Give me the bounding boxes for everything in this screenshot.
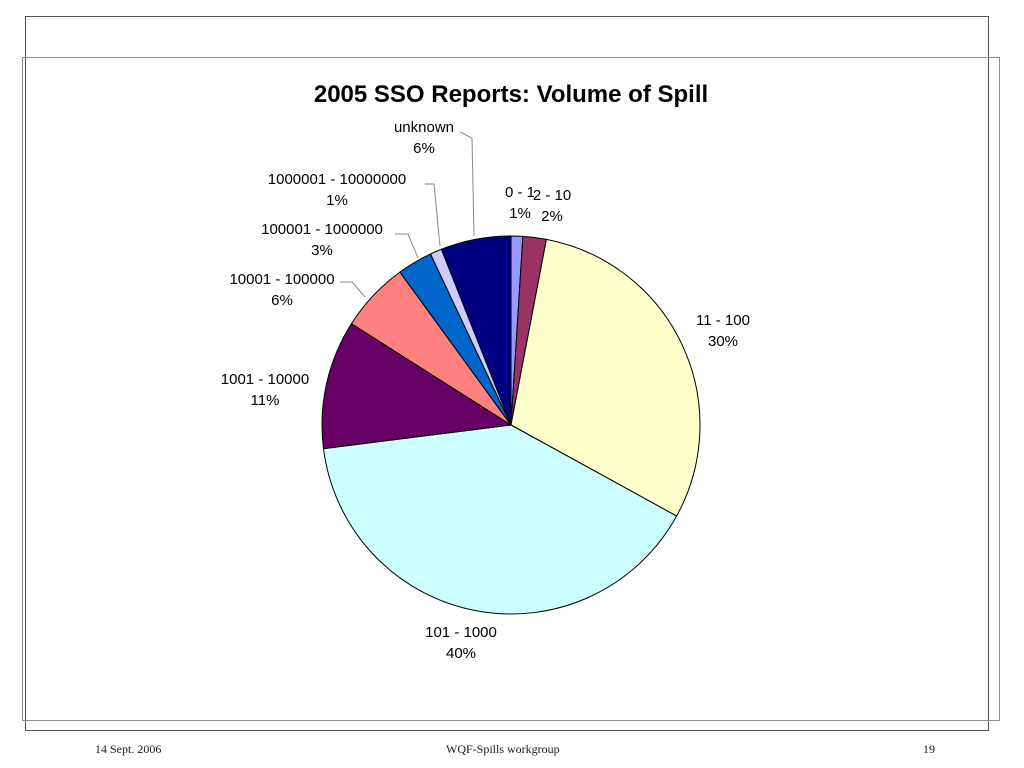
footer-date: 14 Sept. 2006 xyxy=(95,742,162,756)
slice-category-label: 100001 - 1000000 xyxy=(261,221,383,238)
slice-label: 11 - 100 30% xyxy=(696,312,750,350)
slide-frame xyxy=(25,16,989,731)
slice-label: 1001 - 10000 11% xyxy=(221,371,309,409)
slice-category-label: unknown xyxy=(394,119,454,136)
slice-label: 0 - 1 1% xyxy=(505,184,535,222)
slice-percent-label: 2% xyxy=(541,208,563,225)
pie-slice xyxy=(322,424,678,615)
slice-category-label: 1001 - 10000 xyxy=(221,371,309,388)
slice-category-label: 101 - 1000 xyxy=(425,624,497,641)
slice-label: 10001 - 100000 6% xyxy=(229,271,334,309)
chart-area-frame xyxy=(22,57,1000,721)
chart-title: 2005 SSO Reports: Volume of Spill xyxy=(314,81,708,108)
slice-percent-label: 40% xyxy=(446,645,476,662)
slice-category-label: 1000001 - 10000000 xyxy=(268,171,406,188)
slice-label: unknown 6% xyxy=(394,119,454,157)
pie-slice xyxy=(321,323,513,450)
footer-page-number: 19 xyxy=(923,742,935,756)
slice-percent-label: 1% xyxy=(509,205,531,222)
slice-percent-label: 6% xyxy=(413,140,435,157)
slice-percent-label: 3% xyxy=(311,242,333,259)
slice-label: 2 - 10 2% xyxy=(533,187,571,225)
leader-line xyxy=(459,131,475,237)
slice-percent-label: 30% xyxy=(708,333,738,350)
slice-percent-label: 6% xyxy=(271,292,293,309)
leader-line xyxy=(340,281,366,298)
pie-slice xyxy=(440,235,512,426)
slice-label: 1000001 - 10000000 1% xyxy=(268,171,406,209)
leader-line xyxy=(395,233,419,259)
slice-percent-label: 11% xyxy=(251,392,280,409)
slice-label: 101 - 1000 40% xyxy=(425,624,497,662)
slice-category-label: 0 - 1 xyxy=(505,184,535,201)
slice-label: 100001 - 1000000 3% xyxy=(261,221,383,259)
slice-category-label: 11 - 100 xyxy=(696,312,750,329)
slice-category-label: 2 - 10 xyxy=(533,187,571,204)
footer-title: WQF-Spills workgroup xyxy=(446,742,560,756)
leader-line xyxy=(425,183,441,247)
slice-percent-label: 1% xyxy=(326,192,348,209)
slice-category-label: 10001 - 100000 xyxy=(229,271,334,288)
pie-slice xyxy=(510,238,701,517)
